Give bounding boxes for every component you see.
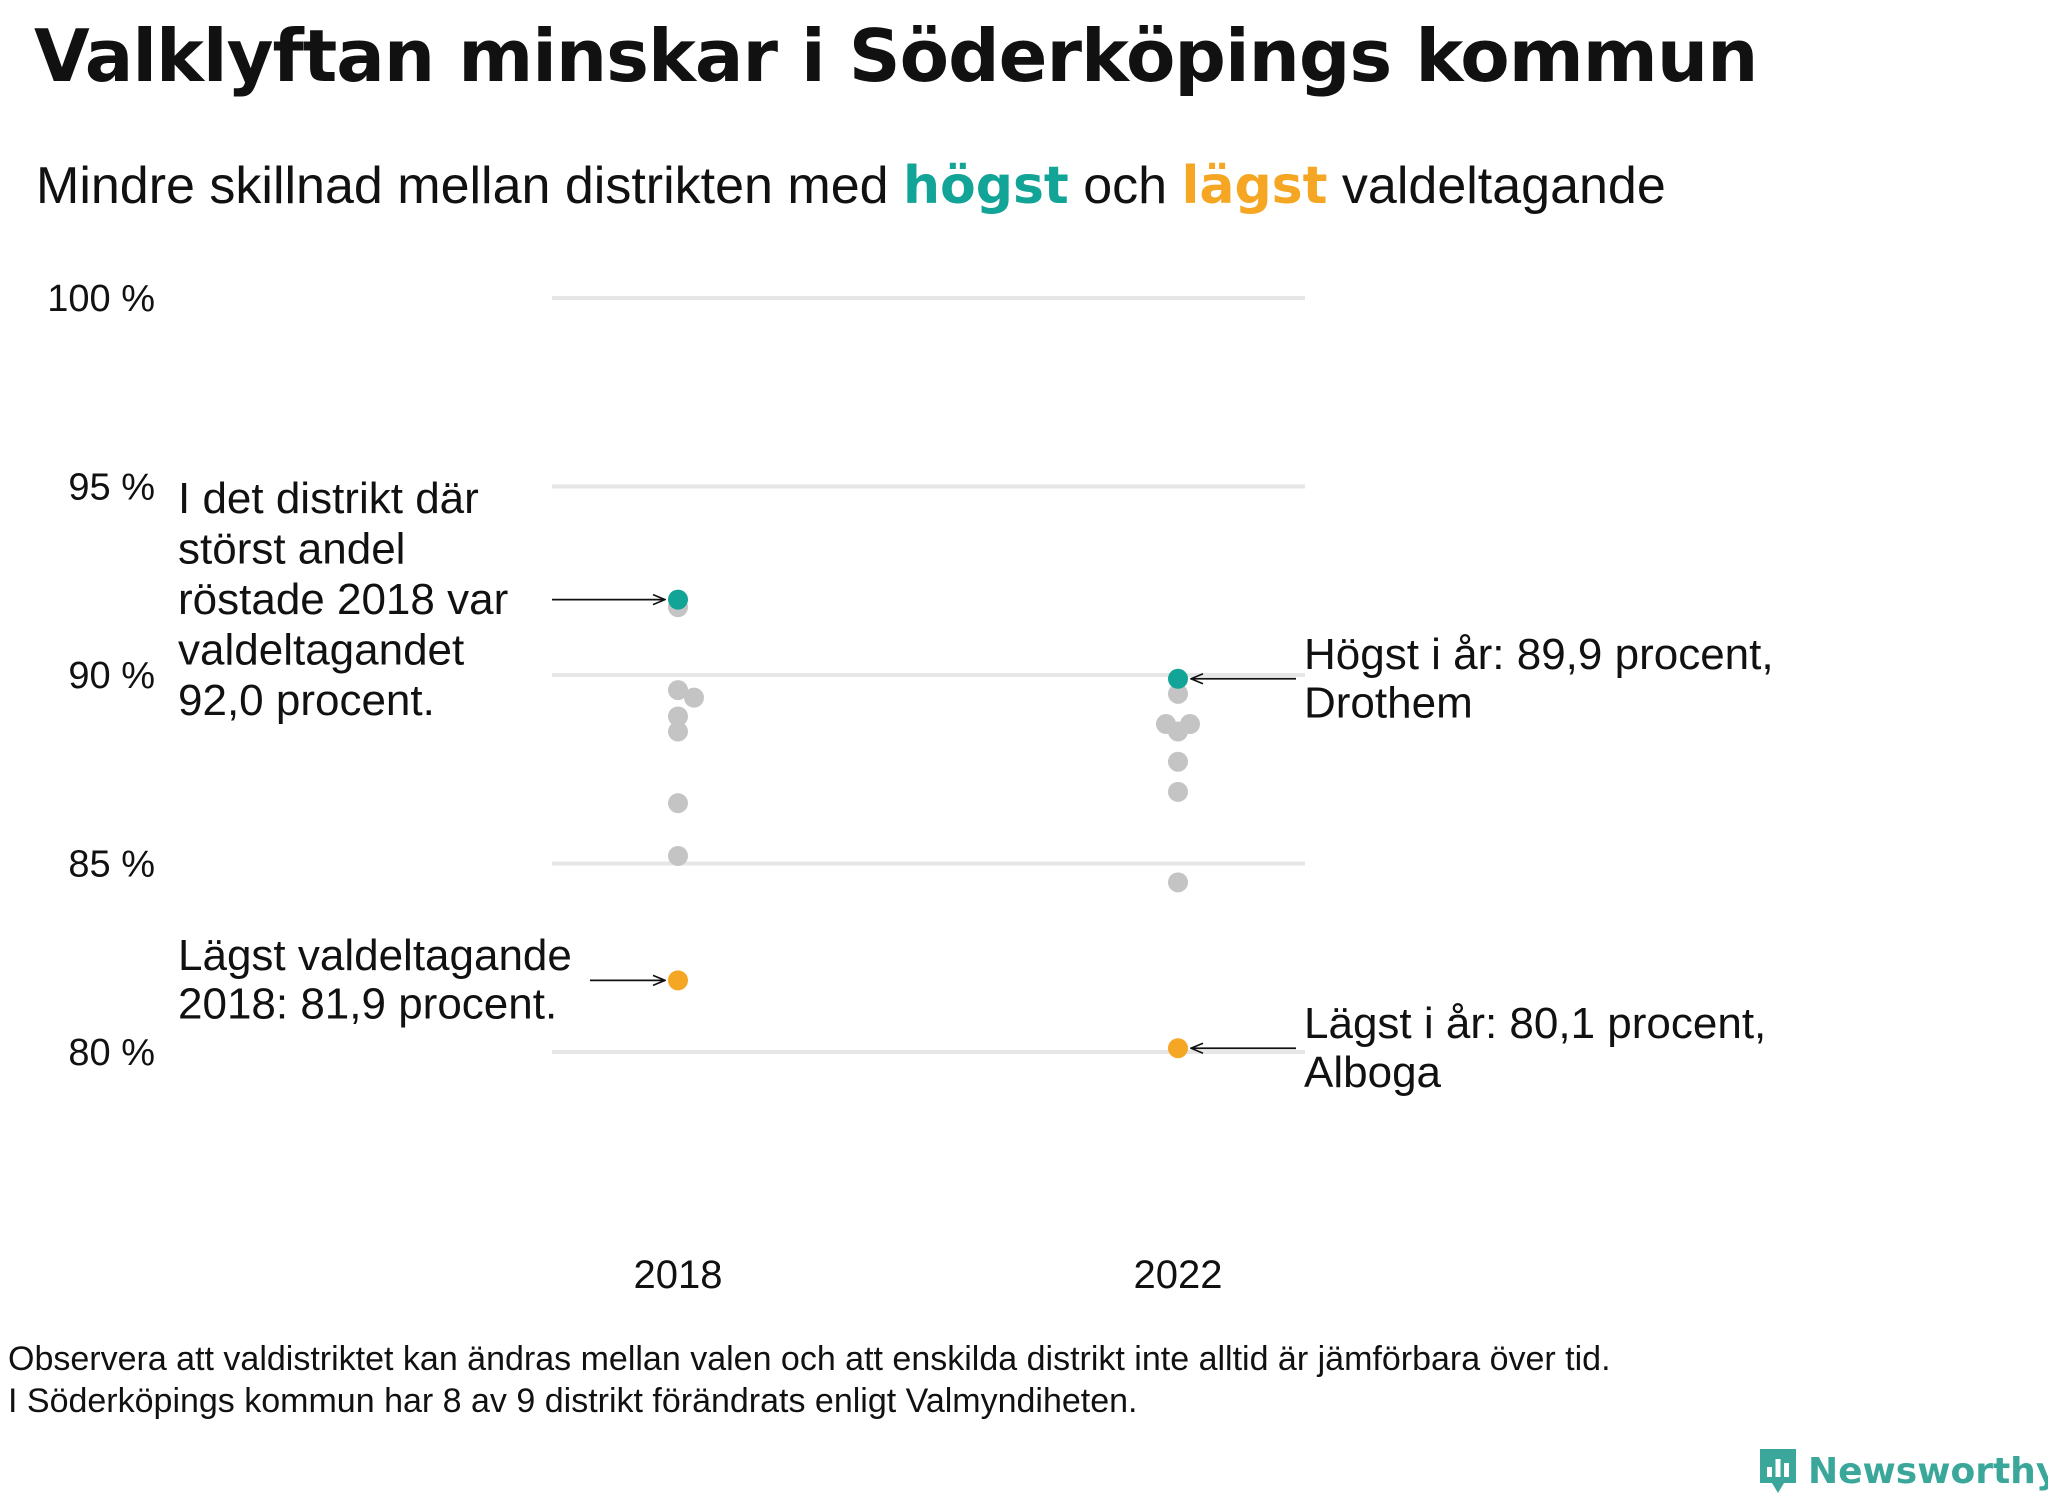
annotation-text-line: störst andel: [178, 525, 405, 574]
point-2018-highest: [668, 589, 688, 610]
subtitle-text-middle: och: [1068, 157, 1182, 215]
point-2018-district: [668, 680, 688, 701]
point-2018-district: [668, 706, 688, 727]
y-tick-label: 90 %: [68, 655, 155, 697]
annotation-text-line: Lägst i år: 80,1 procent,: [1304, 999, 1766, 1048]
bar-chart-speech-bubble-icon: [1760, 1449, 1796, 1493]
annotation-text-line: 2018: 81,9 procent.: [178, 980, 557, 1029]
point-2022-district: [1168, 683, 1188, 704]
dot-plot-chart: 80 % 85 % 90 % 95 % 100 % 2018 2022 I det dis…: [47, 278, 1774, 1297]
point-2018-district: [668, 845, 688, 866]
x-tick-label: 2018: [634, 1253, 723, 1297]
subtitle-highlight-low: lägst: [1181, 156, 1328, 216]
point-2022-district: [1168, 781, 1188, 802]
point-2022-highest: [1168, 668, 1188, 689]
brand-logo: Newsworthy: [1758, 1446, 2048, 1496]
x-axis-tick-labels: 2018 2022: [634, 1253, 1223, 1297]
point-2018-district: [668, 721, 688, 742]
point-2022-district: [1168, 872, 1188, 893]
annotation-text-line: Lägst valdeltagande: [178, 931, 572, 980]
annotation-text-line: valdeltagandet: [178, 626, 464, 675]
y-tick-label: 80 %: [68, 1032, 155, 1074]
subtitle-highlight-high: högst: [903, 156, 1069, 216]
y-axis-tick-labels: 80 % 85 % 90 % 95 % 100 %: [47, 278, 155, 1074]
subtitle-text-start: Mindre skillnad mellan distrikten med: [36, 157, 904, 215]
x-tick-label: 2022: [1134, 1253, 1223, 1297]
annotation-2022-lowest: Lägst i år: 80,1 procent,Alboga: [1191, 999, 1766, 1097]
annotation-2022-highest: Högst i år: 89,9 procent,Drothem: [1191, 630, 1774, 728]
chart-title: Valklyftan minskar i Söderköpings kommun: [34, 14, 1758, 98]
annotation-text-line: Drothem: [1304, 679, 1473, 728]
annotation-text-line: 92,0 procent.: [178, 676, 435, 725]
brand-name: Newsworthy: [1808, 1450, 2048, 1492]
subtitle-text-end: valdeltagande: [1327, 157, 1666, 215]
point-2018-lowest: [668, 970, 688, 991]
data-points: [668, 589, 1200, 1059]
footnote: Observera att valdistriktet kan ändras m…: [8, 1338, 1611, 1422]
y-tick-label: 95 %: [68, 467, 155, 509]
gridlines: [552, 296, 1305, 1054]
y-tick-label: 85 %: [68, 844, 155, 886]
footnote-line-1: Observera att valdistriktet kan ändras m…: [8, 1340, 1611, 1378]
point-2018-district: [668, 793, 688, 814]
y-tick-label: 100 %: [47, 278, 155, 320]
point-2022-district: [1168, 751, 1188, 772]
footnote-line-2: I Söderköpings kommun har 8 av 9 distrik…: [8, 1382, 1138, 1420]
point-2022-district: [1168, 721, 1188, 742]
annotation-text-line: I det distrikt där: [178, 474, 479, 523]
annotation-text-line: Högst i år: 89,9 procent,: [1304, 630, 1774, 679]
point-2018-district: [684, 687, 704, 708]
chart-subtitle: Mindre skillnad mellan distrikten med hö…: [36, 156, 1666, 216]
annotation-text-line: röstade 2018 var: [178, 575, 508, 624]
point-2022-lowest: [1168, 1038, 1188, 1059]
annotation-text-line: Alboga: [1304, 1048, 1442, 1097]
